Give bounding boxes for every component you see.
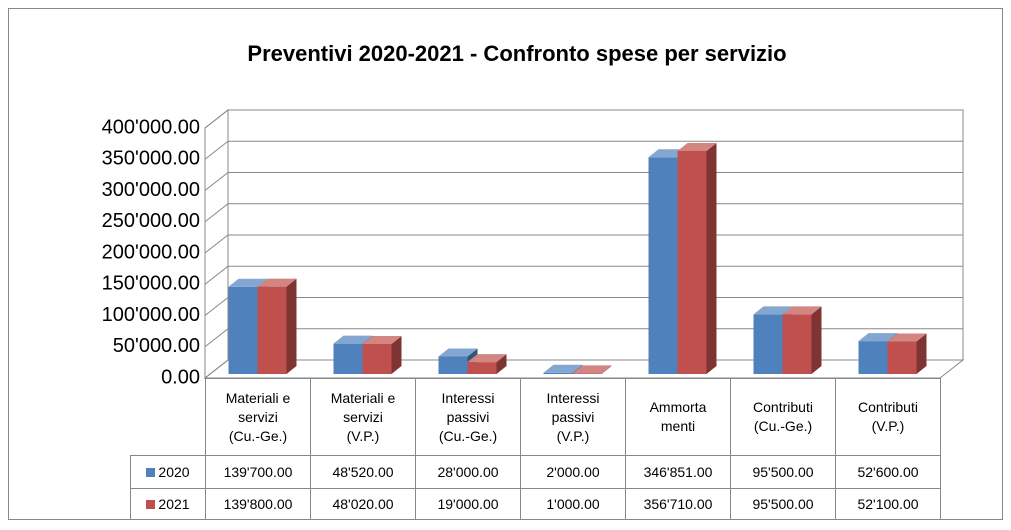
legend-label: 2021 [158, 495, 190, 512]
data-table-value: 95'500.00 [730, 455, 836, 489]
category-label: Materiali e servizi (Cu.-Ge.) [205, 378, 311, 456]
bar [677, 143, 717, 374]
bar-side [916, 333, 927, 374]
bar [782, 306, 822, 374]
category-label: Contributi (Cu.-Ge.) [730, 378, 836, 456]
grid-line [204, 172, 963, 191]
bar-front [753, 314, 783, 374]
grid-line [204, 140, 963, 160]
data-table-value: 28'000.00 [415, 455, 521, 489]
bar-front [333, 343, 363, 374]
data-table-value: 356'710.00 [625, 488, 731, 520]
grid-line [204, 328, 963, 348]
y-tick-label: 50'000.00 [113, 335, 200, 357]
bar-front [782, 314, 812, 374]
grid-line [204, 265, 963, 285]
data-table-value: 2'000.00 [520, 455, 626, 489]
grid-line [204, 203, 963, 223]
bar-side [811, 306, 822, 374]
legend-swatch [146, 467, 156, 477]
bar-front [228, 286, 258, 374]
grid-line [204, 234, 963, 254]
y-tick-label: 250'000.00 [102, 210, 200, 232]
grid-line [204, 359, 963, 379]
bar-side [286, 278, 297, 374]
bar-top [257, 278, 297, 287]
bar-top [543, 364, 583, 373]
legend-entry: 2021 [130, 488, 206, 520]
bar-front [467, 362, 497, 374]
category-label: Interessi passivi (V.P.) [520, 378, 626, 456]
data-table-value: 346'851.00 [625, 455, 731, 489]
chart-title: Preventivi 2020-2021 - Confronto spese p… [247, 41, 786, 66]
bar-front [677, 151, 707, 374]
y-tick-label: 0.00 [161, 366, 200, 388]
y-tick-label: 400'000.00 [102, 116, 200, 138]
bar-top [438, 348, 478, 357]
legend-label: 2020 [158, 463, 190, 480]
bar-front [887, 341, 917, 374]
bar [887, 333, 927, 374]
bar-top [572, 365, 612, 374]
bar-front [648, 157, 678, 374]
legend-entry: 2020 [130, 455, 206, 489]
bar-side [496, 354, 507, 374]
bar-top [753, 306, 793, 315]
bar-front [572, 373, 602, 374]
bar [572, 365, 612, 374]
grid-line [204, 297, 963, 316]
bar [467, 354, 507, 374]
bar-top [677, 143, 717, 152]
bar-top [887, 333, 927, 342]
bar-front [362, 343, 392, 374]
category-label: Interessi passivi (Cu.-Ge.) [415, 378, 521, 456]
bar-side [391, 335, 402, 374]
bar-top [333, 335, 373, 344]
data-table-value: 48'520.00 [310, 455, 416, 489]
data-table-value: 48'020.00 [310, 488, 416, 520]
bar-top [228, 278, 268, 287]
bar-top [362, 335, 402, 344]
y-tick-label: 350'000.00 [102, 148, 200, 170]
bar [257, 278, 297, 374]
grid-line [204, 109, 963, 129]
data-table-value: 1'000.00 [520, 488, 626, 520]
data-table-value: 95'500.00 [730, 488, 836, 520]
bar-front [543, 372, 573, 374]
category-label: Materiali e servizi (V.P.) [310, 378, 416, 456]
bar-side [706, 143, 717, 374]
legend-swatch [146, 499, 156, 509]
bar-top [467, 354, 507, 363]
data-table-value: 52'100.00 [835, 488, 941, 520]
y-tick-label: 300'000.00 [102, 179, 200, 201]
bar [362, 335, 402, 374]
category-label: Ammorta menti [625, 378, 731, 456]
data-table-value: 19'000.00 [415, 488, 521, 520]
bar-front [438, 356, 468, 374]
data-table-value: 139'700.00 [205, 455, 311, 489]
bar-top [858, 333, 898, 342]
data-table-value: 52'600.00 [835, 455, 941, 489]
bar-top [782, 306, 822, 315]
y-tick-label: 200'000.00 [102, 241, 200, 263]
bar-front [858, 341, 888, 374]
data-table-value: 139'800.00 [205, 488, 311, 520]
y-tick-label: 100'000.00 [102, 304, 200, 326]
category-label: Contributi (V.P.) [835, 378, 941, 456]
bar-side [601, 365, 612, 374]
bar-front [257, 286, 287, 374]
y-tick-label: 150'000.00 [102, 273, 200, 295]
